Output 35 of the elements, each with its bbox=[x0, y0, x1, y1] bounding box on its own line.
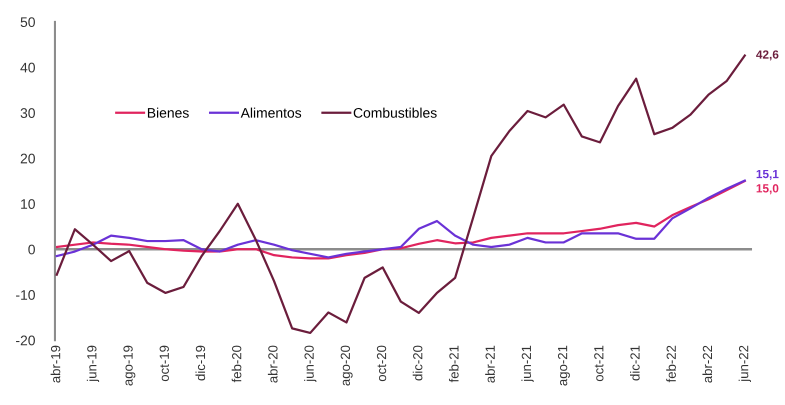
x-tick-label: ago-21 bbox=[558, 346, 570, 386]
x-tick-label: dic-19 bbox=[195, 346, 206, 380]
x-tick-label: jun-19 bbox=[86, 346, 100, 382]
legend-label: Alimentos bbox=[240, 108, 302, 118]
x-tick-label: abr-19 bbox=[50, 346, 60, 383]
y-tick-label: -10 bbox=[16, 290, 35, 300]
x-tick-label: feb-20 bbox=[232, 346, 242, 382]
y-tick-label: -20 bbox=[16, 336, 35, 346]
x-tick-label: jun-20 bbox=[304, 346, 316, 382]
x-tick-label: abr-22 bbox=[702, 346, 712, 383]
x-tick-label: feb-21 bbox=[448, 346, 459, 382]
y-tick-label: 0 bbox=[28, 244, 35, 254]
y-tick-label: 50 bbox=[20, 17, 35, 28]
x-tick-label: oct-21 bbox=[594, 346, 604, 382]
x-tick-label: oct-20 bbox=[376, 346, 386, 382]
legend-label: Combustibles bbox=[354, 108, 437, 118]
x-tick-label: jun-22 bbox=[738, 346, 751, 382]
y-tick-label: 40 bbox=[20, 62, 35, 73]
legend-label: Bienes bbox=[148, 108, 189, 118]
x-tick-label: jun-21 bbox=[521, 346, 534, 382]
y-tick-label: 30 bbox=[20, 108, 35, 118]
x-tick-label: ago-19 bbox=[123, 346, 136, 386]
x-tick-label: abr-20 bbox=[268, 346, 278, 383]
x-tick-label: dic-21 bbox=[630, 346, 640, 380]
x-tick-label: ago-20 bbox=[340, 346, 353, 386]
y-tick-label: 20 bbox=[20, 154, 35, 164]
y-tick-label: 10 bbox=[21, 199, 35, 209]
x-tick-label: dic-20 bbox=[412, 346, 422, 380]
data-label: 15,1 bbox=[756, 170, 779, 180]
x-tick-label: abr-21 bbox=[485, 346, 495, 383]
x-tick-label: feb-22 bbox=[666, 346, 676, 382]
data-label: 15,0 bbox=[756, 184, 778, 194]
line-series bbox=[56, 54, 746, 334]
x-tick-label: oct-19 bbox=[160, 346, 169, 382]
data-label: 42,6 bbox=[756, 50, 778, 60]
